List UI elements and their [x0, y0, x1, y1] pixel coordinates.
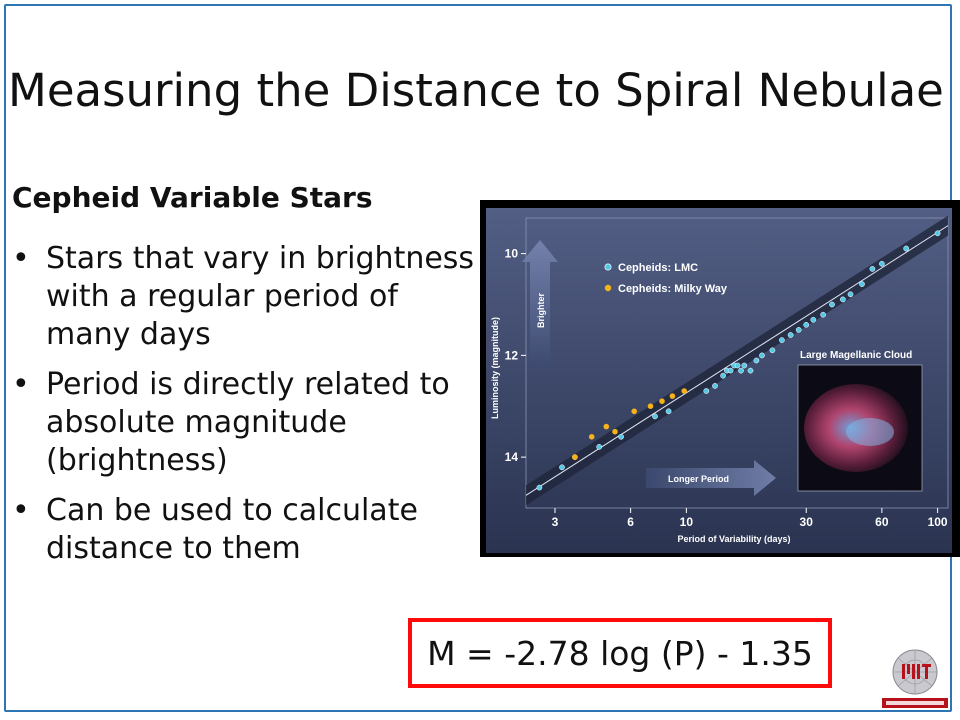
x-tick-label: 6 — [627, 515, 634, 529]
milky-way-data-point — [647, 403, 654, 409]
x-tick-label: 30 — [800, 515, 814, 529]
lmc-data-point — [596, 444, 603, 450]
milky-way-data-point — [612, 428, 618, 435]
longer-period-label: Longer Period — [668, 474, 729, 484]
milky-way-data-point — [603, 423, 610, 430]
bullet-list: Stars that vary in brightness with a reg… — [12, 240, 482, 580]
milky-way-data-point — [572, 454, 578, 460]
milky-way-data-point — [669, 393, 676, 399]
milky-way-data-point — [659, 398, 665, 404]
lmc-data-point — [879, 260, 885, 267]
lmc-data-point — [652, 413, 658, 420]
legend-lmc-label: Cepheids: LMC — [618, 262, 698, 274]
lmc-inset: Large Magellanic Cloud — [797, 350, 923, 492]
brighter-label: Brighter — [536, 293, 546, 329]
x-tick-label: 100 — [928, 515, 948, 529]
y-tick-label: 12 — [505, 348, 519, 362]
lmc-data-point — [795, 327, 802, 333]
lmc-data-point — [903, 245, 910, 252]
milky-way-data-point — [631, 408, 637, 415]
lmc-data-point — [869, 266, 876, 272]
longer-period-arrow — [646, 460, 776, 496]
y-axis-title: Luminosity (magnitude) — [490, 317, 500, 419]
x-axis-title: Period of Variability (days) — [677, 534, 790, 544]
brighter-arrow — [522, 240, 558, 368]
lmc-data-point — [741, 362, 748, 369]
lmc-data-point — [720, 372, 726, 379]
fit-line — [525, 225, 949, 496]
lmc-data-point — [703, 388, 710, 394]
lmc-data-point — [759, 352, 765, 359]
lmc-data-point — [820, 311, 826, 318]
lmc-data-point — [734, 362, 741, 369]
lmc-data-point — [665, 408, 672, 415]
chart-legend: Cepheids: LMC Cepheids: Milky Way — [604, 262, 728, 295]
y-tick-label: 14 — [505, 450, 519, 464]
cepheid-chart-figure: Brighter Longer Period Cepheids: LMC Cep… — [480, 200, 960, 557]
formula-box: M = -2.78 log (P) - 1.35 — [408, 618, 832, 688]
lmc-data-point — [769, 347, 776, 354]
y-tick-label: 10 — [505, 247, 519, 261]
lmc-data-point — [727, 367, 734, 374]
lmc-data-point — [829, 301, 835, 308]
lmc-data-point — [803, 321, 810, 328]
lmc-data-point — [787, 332, 794, 338]
subheading: Cepheid Variable Stars — [12, 181, 373, 214]
legend-milky-way-marker — [604, 284, 612, 292]
slide-title: Measuring the Distance to Spiral Nebulae — [8, 64, 944, 117]
legend-milky-way-label: Cepheids: Milky Way — [618, 283, 728, 295]
legend-lmc-marker — [604, 263, 612, 271]
milky-way-data-point — [588, 434, 595, 440]
lmc-data-point — [753, 357, 760, 364]
lmc-data-point — [738, 367, 744, 374]
bullet-item: Period is directly related to absolute m… — [12, 366, 482, 480]
lmc-data-point — [847, 291, 854, 298]
cepheid-chart: Brighter Longer Period Cepheids: LMC Cep… — [486, 208, 952, 553]
lmc-data-point — [712, 383, 718, 389]
lmc-data-point — [559, 464, 565, 471]
x-tick-label: 60 — [875, 515, 889, 529]
lmc-data-point — [840, 296, 846, 303]
lmc-inset-label: Large Magellanic Cloud — [800, 350, 912, 361]
lmc-data-point — [810, 316, 817, 323]
haystack-observatory-logo — [880, 648, 950, 710]
lmc-data-point — [779, 337, 785, 343]
plot-area-border — [525, 217, 949, 509]
lmc-data-point — [747, 367, 754, 374]
lmc-data-point — [934, 230, 941, 237]
x-tick-label: 3 — [552, 515, 559, 529]
milky-way-data-point — [681, 388, 687, 394]
lmc-data-point — [536, 484, 543, 491]
lmc-data-point — [618, 433, 624, 440]
x-tick-label: 10 — [680, 515, 694, 529]
lmc-data-point — [859, 281, 865, 287]
bullet-item: Stars that vary in brightness with a reg… — [12, 240, 482, 354]
lmc-bar-glow — [846, 418, 894, 446]
bullet-item: Can be used to calculate distance to the… — [12, 492, 482, 568]
